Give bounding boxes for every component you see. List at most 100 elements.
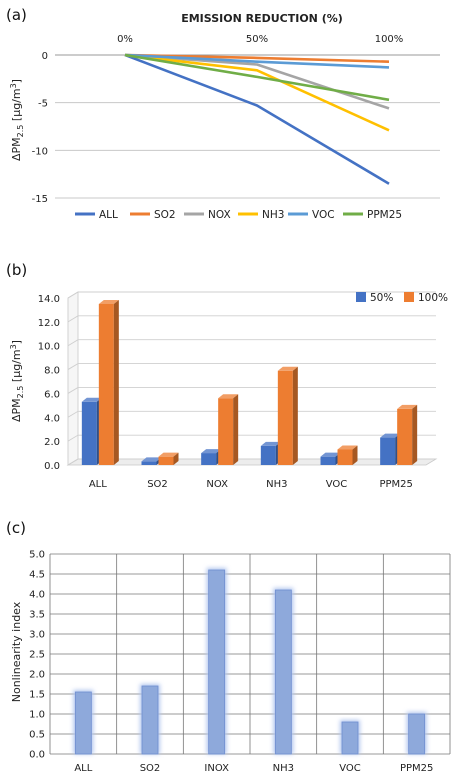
panel-b-y-tick-label: 8.0 — [44, 366, 60, 377]
panel-a-legend-label: SO2 — [154, 209, 176, 221]
panel-b-bar-front — [81, 401, 97, 465]
panel-b-bars — [81, 299, 418, 465]
panel-a-y-tick-label: 0 — [42, 51, 48, 62]
panel-b-x-tick-label: NOX — [206, 479, 228, 490]
panel-c-bar-nh3 — [273, 588, 294, 755]
panel-a-y-tick-label: -10 — [32, 146, 48, 157]
panel-c-label: (c) — [6, 519, 26, 537]
panel-b-bar-side — [173, 452, 179, 465]
panel-c-y-tick-label: 0.5 — [29, 730, 45, 741]
panel-b-y-tick-label: 0.0 — [44, 461, 60, 472]
panel-c-bar-body — [141, 685, 159, 755]
panel-c-y-tick-label: 2.0 — [29, 670, 45, 681]
panel-a-series-line-nox — [124, 53, 390, 110]
panel-c-y-tick-label: 1.5 — [29, 690, 45, 701]
panel-b-bar-front — [380, 437, 396, 465]
panel-b-bar-front — [320, 456, 336, 465]
panel-b-label: (b) — [6, 261, 27, 279]
panel-c-y-tick-label: 1.0 — [29, 710, 45, 721]
panel-a-series-line-voc — [124, 53, 390, 69]
panel-b-bar-top — [397, 404, 418, 409]
panel-b-bar-front — [397, 408, 413, 465]
panel-b-gridline — [67, 386, 436, 394]
panel-b-gridline — [67, 315, 436, 323]
panel-c-y-tick-label: 2.5 — [29, 650, 45, 661]
panel-b-gridline — [67, 363, 436, 370]
panel-b-bar-top — [277, 366, 298, 371]
panel-b-bar-top — [337, 445, 358, 450]
panel-a-legend-label: PPM25 — [367, 209, 402, 221]
panel-b-bar-top — [141, 457, 162, 462]
panel-a-legend-label: VOC — [312, 209, 335, 221]
panel-c-bar-so2 — [140, 684, 160, 755]
panel-b-bar-nox-100pct — [218, 394, 239, 465]
panel-c-bar-body — [341, 721, 359, 755]
panel-c-x-tick-label: NH3 — [273, 763, 294, 774]
panel-c-bar-all — [73, 690, 94, 755]
panel-c-x-tick-label: PPM25 — [400, 763, 433, 774]
panel-b-bar-ppm25-100pct — [397, 404, 418, 465]
panel-b-bar-front — [218, 398, 234, 465]
panel-c-bar-body — [208, 569, 226, 755]
panel-c-x-tick-label: SO2 — [140, 763, 161, 774]
panel-b-y-tick-label: 2.0 — [44, 437, 60, 448]
panel-b-legend-label: 50% — [370, 292, 393, 304]
panel-b-bar-side — [352, 445, 358, 465]
panel-c-y-axis-label: Nonlinearity index — [10, 601, 23, 702]
panel-b-x-tick-label: SO2 — [147, 479, 168, 490]
panel-a-y-ticks: 0 -5 -10 -15 — [32, 51, 48, 205]
panel-b-gridline — [67, 434, 436, 442]
panel-b-y-tick-label: 14.0 — [38, 294, 60, 305]
panel-a-x-ticks: 0% 50% 100% — [117, 34, 403, 45]
panel-b-x-ticks: ALL SO2 NOX NH3 VOC PPM25 — [89, 479, 413, 490]
panel-b-bar-top — [201, 449, 222, 454]
panel-b-y-tick-label: 10.0 — [38, 342, 60, 353]
panel-b-bar-side — [292, 366, 298, 465]
panel-a-series-line-ppm25 — [124, 53, 390, 102]
panel-a-legend: ALL SO2 NOX NH3 VOC PPM25 — [75, 209, 402, 221]
panel-c-x-tick-label: VOC — [339, 763, 361, 774]
panel-c-y-tick-label: 3.5 — [29, 610, 45, 621]
panel-b-bar-voc-100pct — [337, 445, 358, 465]
panel-a-x-tick-label: 50% — [246, 34, 268, 45]
panel-b-y-axis-label: ΔPM2.5 [μg/m3] — [9, 340, 25, 422]
panel-a-label: (a) — [6, 6, 27, 24]
panel-b-legend: 50% 100% — [356, 292, 448, 304]
panel-b-gridline — [67, 410, 436, 418]
panel-b-side-wall — [67, 291, 79, 466]
panel-b-bar-nh3-100pct — [277, 366, 298, 465]
panel-b-bar-top — [158, 452, 179, 457]
panel-b-gridline — [67, 339, 436, 347]
panel-b-bar-side — [113, 299, 119, 465]
panel-b-bar-all-100pct — [98, 299, 119, 465]
panel-b-y-tick-label: 4.0 — [44, 413, 60, 424]
panel-c-gridlines — [49, 553, 451, 755]
panel-c-x-ticks: ALL SO2 INOX NH3 VOC PPM25 — [74, 763, 433, 774]
panel-c-y-tick-label: 4.0 — [29, 590, 45, 601]
panel-b-bar-front — [141, 461, 157, 465]
panel-a-y-tick-label: -15 — [32, 194, 48, 205]
panel-b-x-tick-label: PPM25 — [379, 479, 412, 490]
panel-c-x-tick-label: ALL — [74, 763, 92, 774]
panel-b-bar-chart: (b) 0.0 2.0 4.0 6.0 8.0 10.0 12.0 14.0 ALL SO2 NO… — [6, 261, 448, 490]
panel-c-bars — [73, 568, 427, 755]
panel-a-series-line-all — [124, 53, 390, 185]
panel-b-y-tick-label: 12.0 — [38, 318, 60, 329]
panel-b-x-tick-label: VOC — [326, 479, 348, 490]
panel-a-y-tick-label: -5 — [38, 99, 48, 110]
panel-b-x-tick-label: ALL — [89, 479, 107, 490]
panel-b-y-tick-label: 6.0 — [44, 389, 60, 400]
panel-c-bar-voc — [340, 720, 360, 755]
panel-b-legend-swatch — [356, 292, 366, 302]
panel-c-y-tick-label: 3.0 — [29, 630, 45, 641]
panel-c-x-tick-label: INOX — [204, 763, 229, 774]
panel-c-y-tick-label: 4.5 — [29, 570, 45, 581]
panel-b-bar-front — [337, 449, 353, 465]
panel-b-bar-so2-100pct — [158, 452, 179, 465]
panel-a-series-lines — [124, 53, 390, 185]
panel-b-legend-swatch — [404, 292, 414, 302]
panel-b-x-tick-label: NH3 — [266, 479, 287, 490]
panel-b-bar-top — [380, 433, 401, 438]
panel-b-bar-side — [233, 394, 239, 465]
